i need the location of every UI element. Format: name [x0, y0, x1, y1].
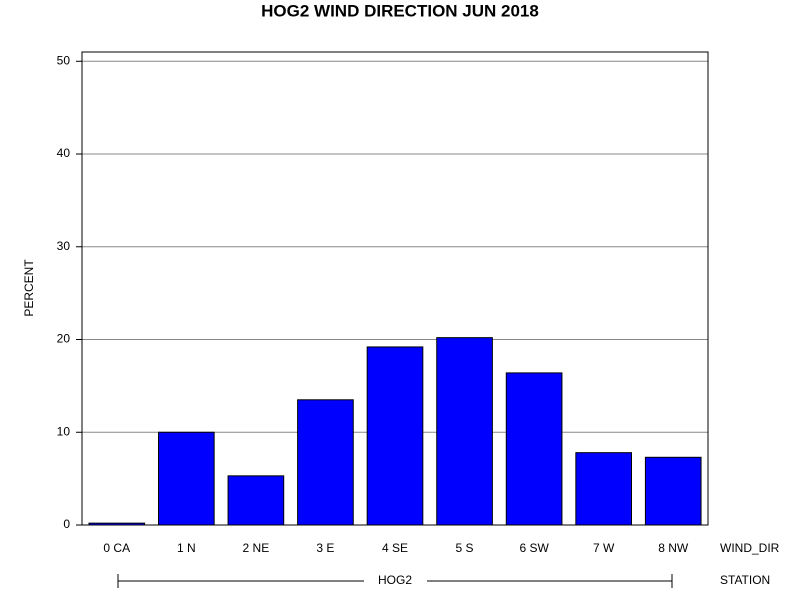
x-tick-label: 1 N [177, 541, 196, 555]
x-tick-label: 8 NW [658, 541, 689, 555]
bar [436, 337, 493, 526]
group-bracket [117, 574, 673, 588]
chart-title: HOG2 WIND DIRECTION JUN 2018 [261, 1, 539, 20]
y-tick-label: 20 [57, 332, 71, 346]
bar [366, 346, 424, 526]
y-tick-label: 40 [57, 146, 71, 160]
x-tick-label: 6 SW [519, 541, 549, 555]
bar [644, 456, 702, 526]
bar [297, 399, 354, 526]
x-axis-label: WIND_DIR [720, 541, 780, 555]
x-tick-label: 7 W [593, 541, 615, 555]
x-tick-label: 0 CA [103, 541, 130, 555]
plot-frame [81, 51, 709, 526]
group-label: HOG2 [378, 573, 412, 587]
y-tick-label: 50 [57, 53, 71, 67]
bar [227, 475, 285, 526]
y-tick-label: 10 [57, 424, 71, 438]
bar [505, 372, 563, 526]
group-axis-label: STATION [720, 573, 770, 587]
bar [158, 431, 215, 526]
x-tick-label: 5 S [456, 541, 474, 555]
y-axis-label: PERCENT [22, 259, 36, 317]
x-tick-label: 4 SE [382, 541, 408, 555]
bar [575, 452, 632, 526]
x-tick-label: 2 NE [243, 541, 270, 555]
y-tick-label: 30 [57, 239, 71, 253]
y-tick-label: 0 [63, 517, 70, 531]
x-tick-label: 3 E [316, 541, 334, 555]
